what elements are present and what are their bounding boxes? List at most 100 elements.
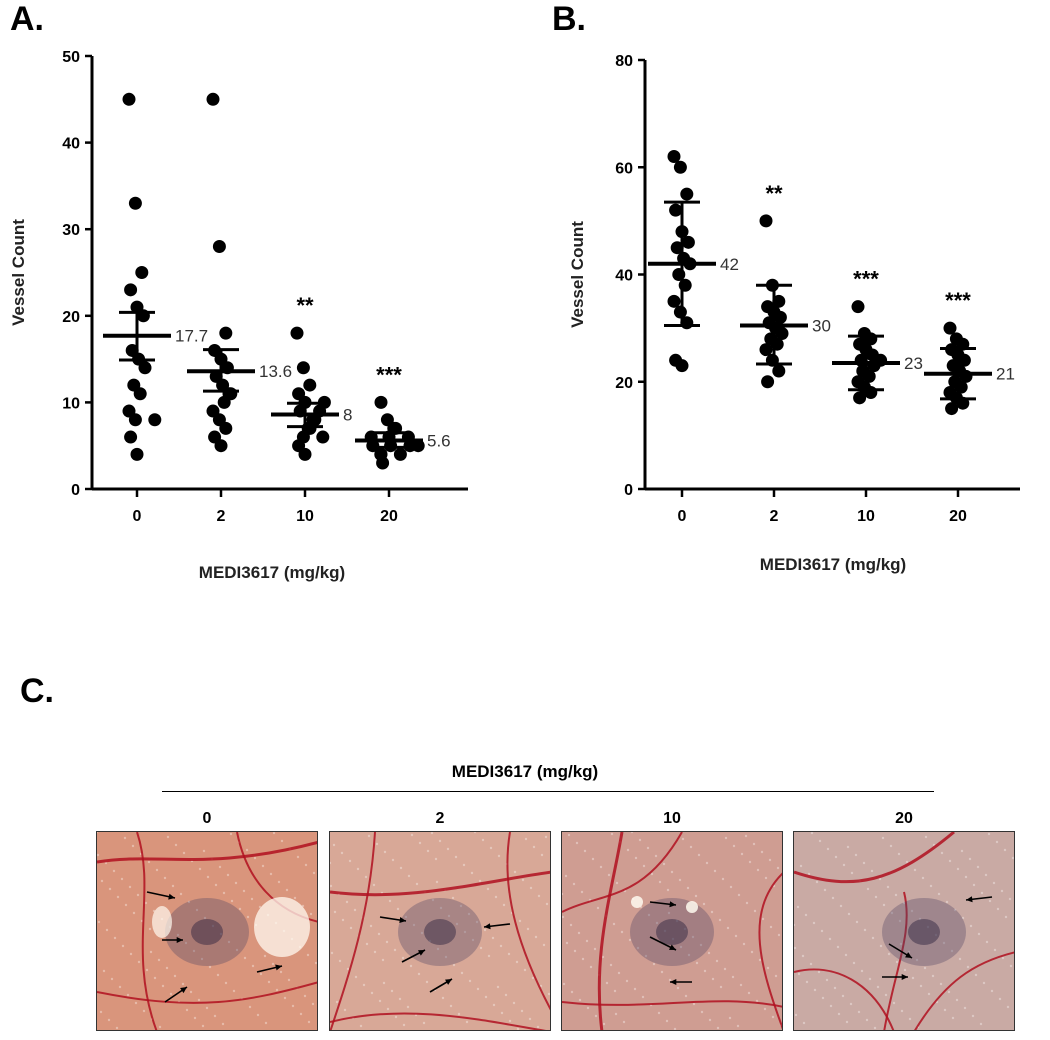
tissue-speckle <box>708 1018 712 1022</box>
tissue-speckle <box>676 986 680 990</box>
tissue-speckle <box>309 912 313 916</box>
arrowhead <box>399 917 406 924</box>
tissue-speckle <box>388 899 392 903</box>
tissue-speckle <box>707 951 711 955</box>
tissue-speckle <box>449 1004 453 1008</box>
chartb-mean-label-3: 21 <box>996 365 1015 384</box>
tissue-speckle <box>586 1006 590 1010</box>
blood-vessel <box>597 832 624 1030</box>
tissue-speckle <box>412 923 416 927</box>
tissue-speckle <box>969 924 973 928</box>
tissue-speckle <box>668 978 672 982</box>
tissue-speckle <box>993 948 997 952</box>
tissue-speckle <box>673 1027 677 1030</box>
tissue-speckle <box>100 879 104 883</box>
tissue-speckle <box>126 993 130 997</box>
chartb-significance-1: ** <box>765 181 783 206</box>
tissue-speckle <box>420 931 424 935</box>
tissue-speckle <box>599 865 603 869</box>
tissue-speckle <box>547 992 550 996</box>
tissue-speckle <box>370 991 374 995</box>
tissue-speckle <box>264 1021 268 1025</box>
charta-point-0-0 <box>122 92 136 106</box>
tissue-speckle <box>365 942 369 946</box>
tissue-speckle <box>439 906 443 910</box>
tissue-speckle <box>756 868 760 872</box>
tissue-speckle <box>665 1019 669 1023</box>
tissue-speckle <box>471 938 475 942</box>
tissue-speckle <box>1009 964 1013 968</box>
tissue-speckle <box>873 1026 877 1030</box>
tissue-speckle <box>136 893 140 897</box>
implant-center <box>656 919 688 945</box>
tissue-speckle <box>849 1002 853 1006</box>
tissue-speckle <box>987 832 991 836</box>
tissue-speckle <box>663 929 667 933</box>
tissue-speckle <box>144 901 148 905</box>
tissue-speckle <box>243 956 247 960</box>
tissue-speckle <box>476 987 480 991</box>
tissue-speckle <box>895 960 899 964</box>
implant-region <box>398 898 482 966</box>
tissue-speckle <box>121 944 125 948</box>
tissue-speckle <box>737 893 741 897</box>
tissue-speckle <box>532 845 536 849</box>
tissue-speckle <box>654 854 658 858</box>
tissue-speckle <box>589 965 593 969</box>
tissue-speckle <box>1001 956 1005 960</box>
tissue-speckle <box>287 978 291 982</box>
tissue-speckle <box>512 1001 516 1005</box>
tissue-speckle <box>992 881 996 885</box>
tissue-speckle <box>865 1018 869 1022</box>
tissue-speckle <box>810 832 814 835</box>
tissue-speckle <box>373 950 377 954</box>
chartb-point-0-15 <box>675 359 689 373</box>
tissue-speckle <box>647 913 651 917</box>
tissue-speckle <box>475 920 479 924</box>
tissue-speckle <box>718 918 722 922</box>
tissue-speckle <box>700 1010 704 1014</box>
tissue-speckle <box>359 1024 363 1028</box>
tissue-speckle <box>526 927 530 931</box>
tissue-speckle <box>166 835 170 839</box>
tissue-speckle <box>894 893 898 897</box>
tissue-speckle <box>615 881 619 885</box>
tissue-speckle <box>882 903 886 907</box>
tissue-speckle <box>422 1021 426 1025</box>
tissue-speckle <box>242 889 246 893</box>
tissue-speckle <box>641 995 645 999</box>
tissue-speckle <box>614 1012 618 1016</box>
tissue-speckle <box>205 1006 209 1010</box>
tissue-speckle <box>769 925 773 929</box>
chartb-mean-label-1: 30 <box>812 316 831 335</box>
tissue-speckle <box>802 1021 806 1025</box>
tissue-speckle <box>852 961 856 965</box>
tissue-speckle <box>766 966 770 970</box>
tissue-speckle <box>874 895 878 899</box>
tissue-speckle <box>208 965 212 969</box>
tissue-speckle <box>404 915 408 919</box>
tissue-speckle <box>226 873 230 877</box>
tissue-speckle <box>794 923 796 927</box>
tissue-speckle <box>897 852 901 856</box>
tissue-speckle <box>721 877 725 881</box>
tissue-speckle <box>581 957 585 961</box>
tissue-speckle <box>203 916 207 920</box>
tissue-speckle <box>304 863 308 867</box>
charta-point-0-13 <box>148 413 162 427</box>
tissue-speckle <box>428 939 432 943</box>
tissue-speckle <box>984 873 988 877</box>
tissue-speckle <box>269 872 273 876</box>
tissue-speckle <box>102 969 106 973</box>
tissue-speckle <box>692 1002 696 1006</box>
tissue-speckle <box>681 837 685 841</box>
chartb-ytick-label-4: 80 <box>615 53 633 70</box>
tissue-speckle <box>797 972 801 976</box>
tissue-speckle <box>542 943 546 947</box>
tissue-speckle <box>311 1002 315 1006</box>
tissue-speckle <box>763 1007 767 1011</box>
tissue-speckle <box>915 958 919 962</box>
tissue-speckle <box>683 927 687 931</box>
charta-point-3-12 <box>393 447 407 461</box>
tissue-speckle <box>521 878 525 882</box>
